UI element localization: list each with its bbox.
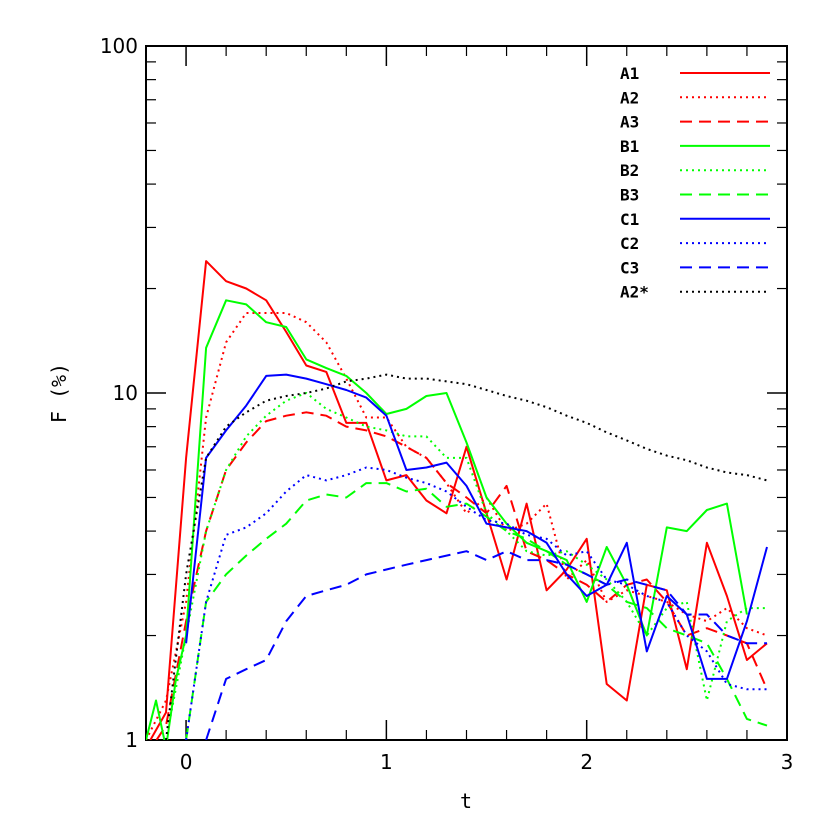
x-tick-label: 3 bbox=[781, 750, 794, 774]
legend-label: A1 bbox=[620, 64, 639, 83]
x-tick-label: 1 bbox=[380, 750, 393, 774]
series-line-c2 bbox=[185, 466, 767, 740]
series-line-a3 bbox=[155, 411, 768, 740]
legend-item: C2 bbox=[620, 234, 770, 253]
series-line-b2 bbox=[165, 392, 767, 740]
series-layer bbox=[146, 260, 768, 740]
legend-label: B2 bbox=[620, 161, 639, 180]
legend-item: C3 bbox=[620, 258, 770, 277]
tick-labels: 0 1 2 3 1 10 100 bbox=[100, 34, 794, 774]
legend: A1 A2 A3 B1 B2 B3 C1 C2 C3 A2* bbox=[620, 64, 770, 302]
plot-frame bbox=[145, 45, 788, 741]
series-line-a2-star bbox=[165, 373, 768, 740]
axis-ticks bbox=[145, 45, 788, 741]
legend-item: B2 bbox=[620, 161, 770, 180]
series-line-a2 bbox=[146, 312, 768, 740]
legend-item: A2 bbox=[620, 88, 770, 107]
series-line-b1 bbox=[146, 299, 748, 740]
legend-item: B3 bbox=[620, 186, 770, 205]
legend-label: A2 bbox=[620, 88, 639, 107]
series-line-c3 bbox=[205, 550, 767, 740]
y-tick-label: 1 bbox=[125, 728, 138, 752]
y-axis-label: F (%) bbox=[47, 363, 71, 423]
y-tick-label: 100 bbox=[100, 34, 138, 58]
legend-label: C3 bbox=[620, 258, 639, 277]
legend-item: A3 bbox=[620, 113, 770, 132]
y-tick-label: 10 bbox=[113, 381, 138, 405]
legend-item: A2* bbox=[620, 283, 770, 302]
series-line-c1 bbox=[185, 373, 768, 680]
legend-label: C2 bbox=[620, 234, 639, 253]
legend-item: B1 bbox=[620, 137, 770, 156]
x-tick-label: 2 bbox=[580, 750, 593, 774]
x-axis-label: t bbox=[460, 789, 472, 813]
x-tick-label: 0 bbox=[180, 750, 193, 774]
legend-item: C1 bbox=[620, 210, 770, 229]
legend-item: A1 bbox=[620, 64, 770, 83]
legend-label: B1 bbox=[620, 137, 639, 156]
legend-label: C1 bbox=[620, 210, 639, 229]
series-line-b3 bbox=[185, 482, 768, 740]
legend-label: A3 bbox=[620, 113, 639, 132]
legend-label: B3 bbox=[620, 186, 639, 205]
legend-label: A2* bbox=[620, 283, 649, 302]
